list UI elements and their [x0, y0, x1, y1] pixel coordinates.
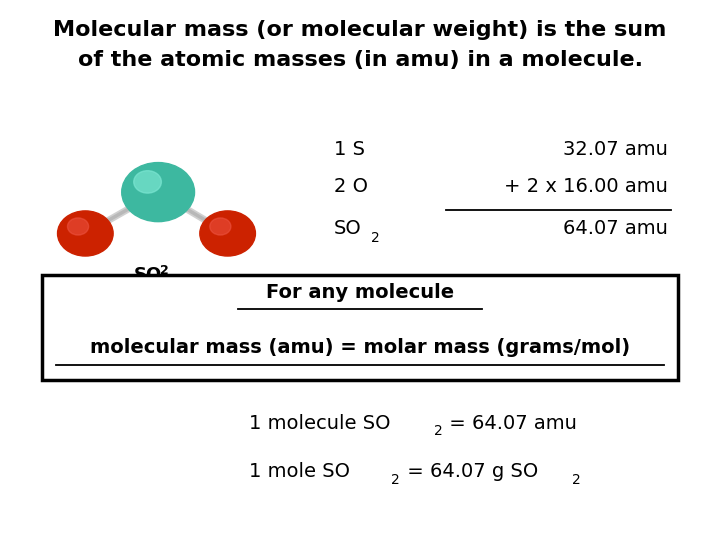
Text: 1 mole SO: 1 mole SO: [249, 462, 350, 481]
FancyBboxPatch shape: [42, 275, 678, 380]
Text: SO: SO: [333, 219, 361, 238]
Text: 2: 2: [160, 264, 169, 276]
Text: SO: SO: [134, 266, 162, 284]
Circle shape: [122, 163, 194, 221]
Text: 32.07 amu: 32.07 amu: [563, 140, 667, 159]
Text: Molecular mass (or molecular weight) is the sum: Molecular mass (or molecular weight) is …: [53, 20, 667, 40]
Circle shape: [210, 218, 231, 235]
Text: 2: 2: [391, 472, 400, 487]
Text: + 2 x 16.00 amu: + 2 x 16.00 amu: [504, 177, 667, 196]
Text: 1 molecule SO: 1 molecule SO: [249, 414, 390, 433]
Text: For any molecule: For any molecule: [266, 283, 454, 302]
Circle shape: [134, 171, 161, 193]
Circle shape: [68, 218, 89, 235]
Text: 2: 2: [572, 472, 580, 487]
Text: 2: 2: [434, 424, 443, 438]
Circle shape: [200, 211, 256, 256]
Text: 2 O: 2 O: [333, 177, 367, 196]
Circle shape: [58, 211, 113, 256]
Text: 64.07 amu: 64.07 amu: [563, 219, 667, 238]
Text: molecular mass (amu) = molar mass (grams/mol): molecular mass (amu) = molar mass (grams…: [90, 339, 630, 357]
Text: of the atomic masses (in amu) in a molecule.: of the atomic masses (in amu) in a molec…: [78, 50, 642, 70]
Text: 2: 2: [372, 231, 380, 245]
Text: = 64.07 amu: = 64.07 amu: [444, 414, 577, 433]
Text: 1 S: 1 S: [333, 140, 364, 159]
Text: = 64.07 g SO: = 64.07 g SO: [401, 462, 539, 481]
